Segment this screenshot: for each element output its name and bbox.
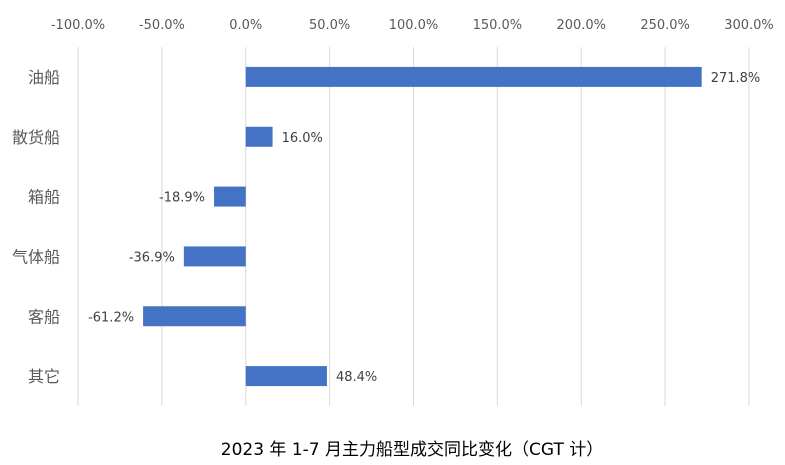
x-tick-label: -100.0% <box>51 18 105 33</box>
bar <box>245 366 327 387</box>
bar <box>245 66 702 87</box>
bars <box>143 66 702 387</box>
x-tick-label: 300.0% <box>724 18 774 33</box>
bar <box>183 246 246 267</box>
x-tick-label: 250.0% <box>640 18 690 33</box>
category-label: 散货船 <box>12 128 60 147</box>
category-label: 其它 <box>28 367 60 386</box>
category-label: 箱船 <box>28 188 60 207</box>
category-label: 气体船 <box>12 247 60 266</box>
x-axis-ticks: -100.0% -50.0% 0.0% 50.0% 100.0% 150.0% 200.0%… <box>51 18 774 33</box>
x-tick-label: 0.0% <box>229 18 262 33</box>
bar <box>245 126 273 147</box>
category-label: 油船 <box>28 68 60 87</box>
x-tick-label: 150.0% <box>473 18 523 33</box>
data-label: 16.0% <box>282 131 323 146</box>
x-tick-label: -50.0% <box>139 18 185 33</box>
x-tick-label: 100.0% <box>389 18 439 33</box>
data-label: -36.9% <box>129 250 175 265</box>
gridlines <box>77 47 750 406</box>
data-labels: 271.8% 16.0% -18.9% -36.9% -61.2% 48.4% <box>88 71 760 385</box>
bar <box>143 306 246 327</box>
x-tick-label: 50.0% <box>309 18 350 33</box>
category-label: 客船 <box>28 307 60 326</box>
bar <box>214 186 246 207</box>
data-label: -61.2% <box>88 310 134 325</box>
x-tick-label: 200.0% <box>556 18 606 33</box>
data-label: -18.9% <box>159 191 205 206</box>
chart-title: 2023 年 1-7 月主力船型成交同比变化（CGT 计） <box>221 440 603 460</box>
data-label: 271.8% <box>711 71 761 86</box>
data-label: 48.4% <box>336 370 377 385</box>
